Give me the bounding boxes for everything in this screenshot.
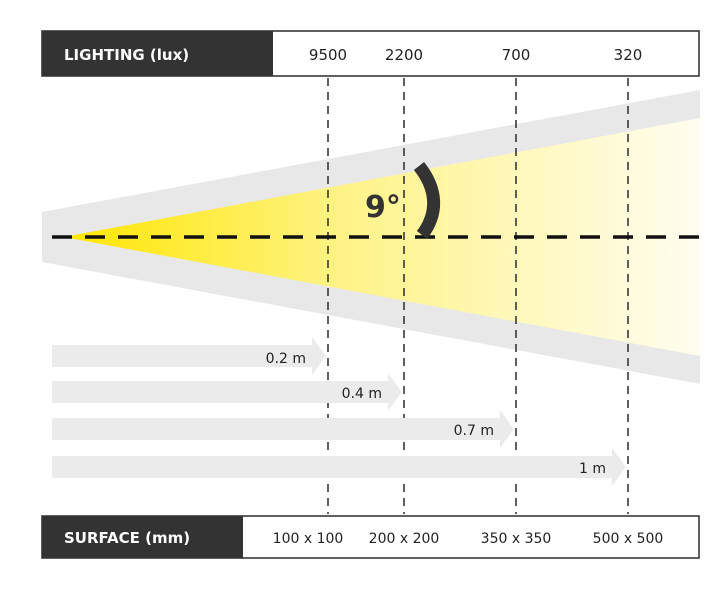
angle-arc	[413, 161, 441, 239]
lighting-value-320: 320	[614, 46, 643, 64]
lighting-value-700: 700	[502, 46, 531, 64]
angle-label: 9°	[365, 190, 401, 225]
surface-value-350: 350 x 350	[481, 531, 552, 547]
surface-header-label: SURFACE (mm)	[64, 529, 190, 547]
distance-label-4: 1 m	[579, 461, 606, 477]
lighting-header-label: LIGHTING (lux)	[64, 46, 189, 64]
lighting-value-9500: 9500	[309, 46, 347, 64]
surface-header-label-bg	[42, 516, 243, 558]
distance-arrow-3	[52, 410, 514, 448]
distance-arrow-2	[52, 373, 402, 411]
distance-arrow-1	[52, 337, 326, 375]
surface-value-500: 500 x 500	[593, 531, 664, 547]
lighting-value-2200: 2200	[385, 46, 423, 64]
surface-value-100: 100 x 100	[273, 531, 344, 547]
distance-label-3: 0.7 m	[454, 423, 494, 439]
distance-label-2: 0.4 m	[342, 386, 382, 402]
guide-lines	[327, 78, 629, 514]
lighting-header-label-bg	[42, 31, 273, 76]
distance-arrow-4	[52, 448, 626, 486]
distance-label-1: 0.2 m	[266, 351, 306, 367]
surface-value-200: 200 x 200	[369, 531, 440, 547]
